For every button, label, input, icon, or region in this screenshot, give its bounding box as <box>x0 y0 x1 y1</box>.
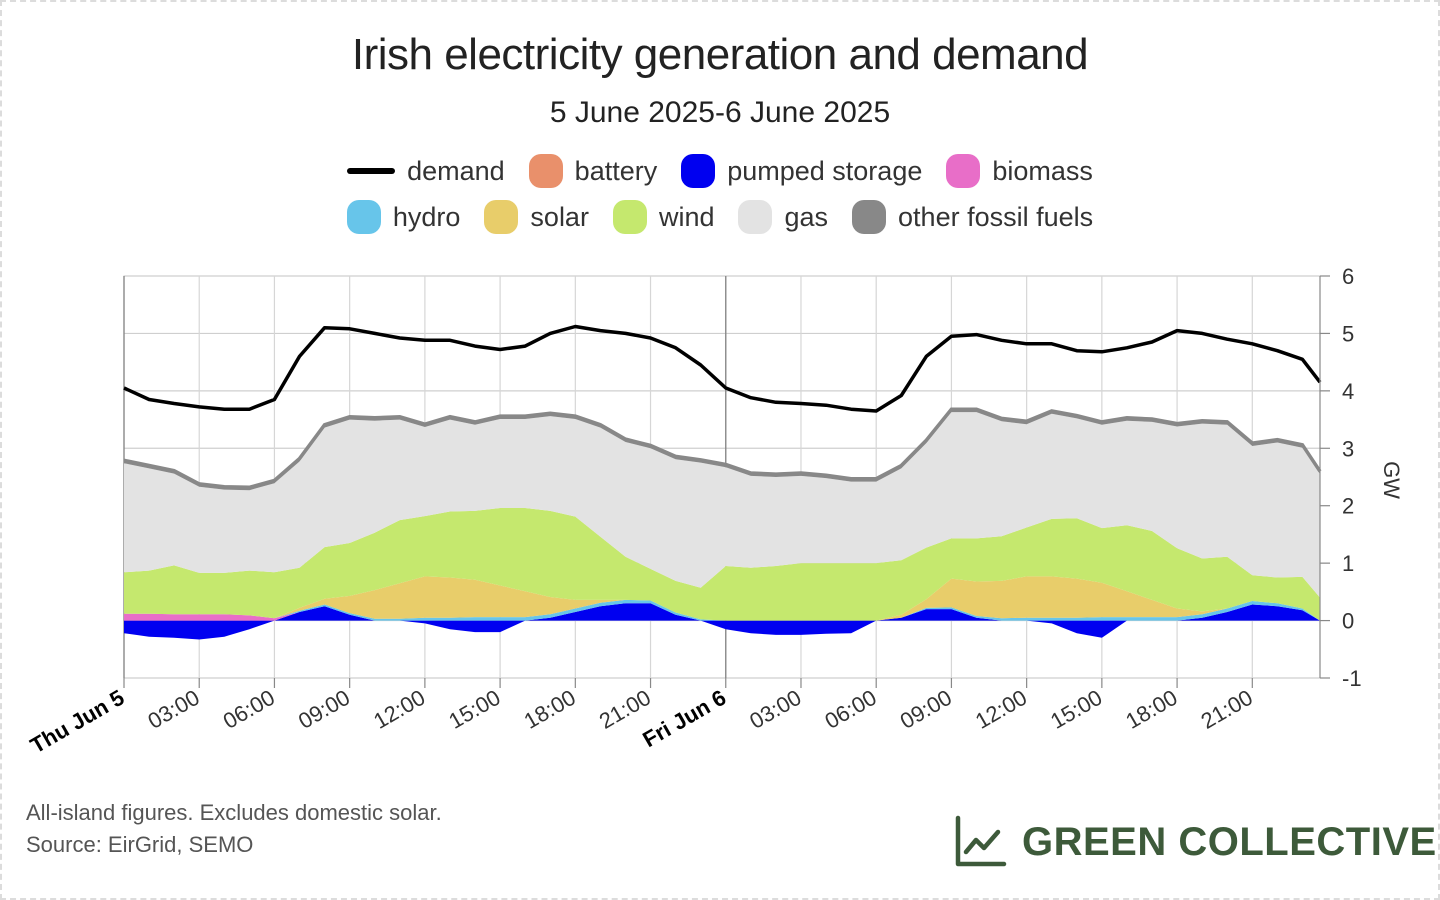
legend-item-pumped_storage[interactable]: pumped storage <box>681 154 922 188</box>
area-edge-other_fossil <box>123 407 1322 490</box>
y-tick-label: -1 <box>1342 666 1362 691</box>
legend-label-battery: battery <box>574 155 658 186</box>
area-gas <box>124 412 1320 598</box>
footnote-coverage: All-island figures. Excludes domestic so… <box>26 800 442 825</box>
legend-label-other_fossil: other fossil fuels <box>898 201 1094 232</box>
legend-item-biomass[interactable]: biomass <box>946 154 1093 188</box>
legend-swatch-demand <box>347 168 396 174</box>
legend-label-pumped_storage: pumped storage <box>727 155 923 186</box>
legend-item-battery[interactable]: battery <box>528 154 658 188</box>
x-tick-label: 15:00 <box>1046 685 1106 734</box>
legend-item-wind[interactable]: wind <box>612 200 715 234</box>
legend-swatch-wind <box>612 200 647 234</box>
x-tick-label: 09:00 <box>294 685 354 734</box>
y-tick-label: 1 <box>1342 551 1354 576</box>
y-tick-label: 4 <box>1342 379 1354 404</box>
trend-chart-icon <box>955 815 1007 867</box>
legend-swatch-pumped_storage <box>681 154 716 188</box>
y-tick-label: 3 <box>1342 436 1354 461</box>
legend-item-other_fossil[interactable]: other fossil fuels <box>852 200 1093 234</box>
chart-subtitle: 5 June 2025-6 June 2025 <box>549 96 891 129</box>
x-tick-label: 15:00 <box>444 685 504 734</box>
legend-swatch-hydro <box>346 200 381 234</box>
x-tick-label: Thu Jun 5 <box>26 685 128 759</box>
x-tick-label: 21:00 <box>1197 685 1257 734</box>
y-tick-label: 5 <box>1342 321 1354 346</box>
area-pumped_storage <box>124 603 1320 640</box>
y-axis-unit-label: GW <box>1379 461 1404 499</box>
legend-label-biomass: biomass <box>992 155 1093 186</box>
legend-item-solar[interactable]: solar <box>484 200 589 234</box>
x-tick-label: 18:00 <box>520 685 580 734</box>
legend-swatch-solar <box>484 200 519 234</box>
legend-label-hydro: hydro <box>392 201 461 232</box>
y-tick-label: 2 <box>1342 494 1354 519</box>
area-biomass <box>124 603 1320 621</box>
legend-label-wind: wind <box>658 201 715 232</box>
demand-line <box>123 324 1322 413</box>
legend-label-demand: demand <box>407 155 505 186</box>
x-tick-label: 12:00 <box>971 685 1031 734</box>
x-tick-label: 06:00 <box>219 685 279 734</box>
brand-logo: GREEN COLLECTIVE <box>952 814 1437 870</box>
x-tick-label: 18:00 <box>1121 685 1181 734</box>
brand-name: GREEN COLLECTIVE <box>1022 819 1437 864</box>
legend-item-hydro[interactable]: hydro <box>346 200 461 234</box>
legend-row-2: hydro solar wind gas other fossil fuels <box>0 200 1440 234</box>
y-tick-label: 0 <box>1342 609 1354 634</box>
area-wind <box>124 508 1320 621</box>
legend-swatch-gas <box>738 200 773 234</box>
legend-item-gas[interactable]: gas <box>738 200 828 234</box>
legend-label-gas: gas <box>784 201 829 232</box>
legend-label-solar: solar <box>530 201 589 232</box>
chart-title: Irish electricity generation and demand <box>351 30 1089 79</box>
legend-swatch-biomass <box>946 154 981 188</box>
x-tick-label: 03:00 <box>745 685 805 734</box>
x-tick-label: 03:00 <box>144 685 204 734</box>
x-tick-label: Fri Jun 6 <box>638 685 730 752</box>
area-solar <box>124 576 1320 621</box>
legend-swatch-battery <box>528 154 563 188</box>
footnote-source: Source: EirGrid, SEMO <box>26 832 254 857</box>
y-tick-label: 6 <box>1342 264 1354 289</box>
x-tick-label: 09:00 <box>896 685 956 734</box>
x-tick-label: 06:00 <box>821 685 881 734</box>
legend-swatch-other_fossil <box>852 200 887 234</box>
legend-row-1: demand battery pumped storage biomass <box>0 154 1440 188</box>
legend-item-demand[interactable]: demand <box>347 156 505 187</box>
x-tick-label: 12:00 <box>369 685 429 734</box>
